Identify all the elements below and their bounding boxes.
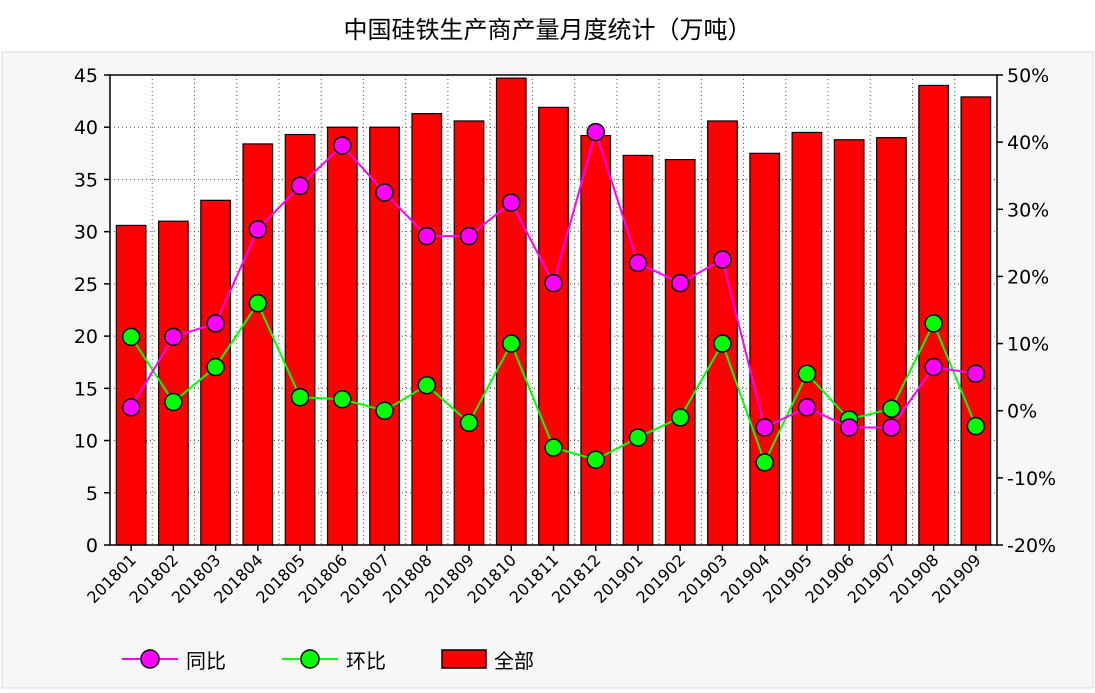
right-axis-tick-label: 0%	[1007, 401, 1037, 423]
point-mom	[375, 401, 394, 420]
bar-total	[495, 77, 527, 546]
point-mom	[586, 450, 605, 469]
legend-label-mom: 环比	[346, 648, 386, 673]
point-yoy	[839, 418, 859, 437]
bar-series	[115, 77, 992, 546]
bar-total	[411, 113, 443, 546]
left-axis-tick-label: 30	[74, 222, 98, 244]
point-yoy	[248, 220, 268, 239]
bar-total	[326, 126, 358, 546]
point-mom	[333, 390, 352, 409]
right-axis-tick-label: 40%	[1007, 132, 1049, 154]
left-axis-tick-label: 40	[74, 117, 98, 139]
legend-item-total: 全部	[440, 645, 534, 674]
bar-total	[115, 224, 147, 546]
left-axis-tick-label: 35	[74, 169, 98, 191]
point-mom	[924, 314, 943, 333]
point-yoy	[206, 314, 225, 333]
point-yoy	[290, 176, 310, 196]
point-mom	[459, 413, 479, 433]
point-yoy	[333, 136, 352, 155]
point-yoy	[628, 253, 648, 273]
point-mom	[164, 392, 183, 412]
point-yoy	[924, 357, 943, 377]
point-mom	[882, 399, 901, 418]
legend-item-yoy: 同比	[120, 645, 226, 674]
left-axis-tick-label: 25	[74, 274, 98, 296]
point-yoy	[966, 364, 986, 384]
bar-total	[284, 133, 316, 546]
point-mom	[628, 428, 648, 447]
left-axis-tick-label: 20	[74, 326, 98, 348]
line-series	[121, 122, 986, 472]
left-axis-tick-label: 0	[86, 535, 98, 557]
left-axis-tick-label: 15	[74, 378, 98, 400]
right-axis-tick-label: 50%	[1007, 65, 1049, 87]
point-yoy	[121, 398, 141, 417]
bar-total	[664, 159, 696, 546]
point-mom	[755, 453, 774, 472]
right-axis-tick-label: 30%	[1007, 199, 1049, 221]
point-mom	[670, 408, 690, 427]
point-yoy	[502, 193, 521, 212]
legend-label-yoy: 同比	[186, 648, 226, 673]
point-yoy	[164, 327, 183, 347]
point-yoy	[459, 226, 479, 246]
bar-total	[157, 220, 189, 546]
point-mom	[797, 364, 817, 384]
bar-total	[622, 154, 654, 546]
right-axis-tick-label: 10%	[1007, 334, 1049, 356]
point-mom	[966, 416, 986, 436]
bar-total	[960, 96, 992, 546]
point-mom	[121, 327, 141, 347]
left-axis-tick-label: 5	[86, 483, 98, 505]
legend-marker-total	[441, 649, 487, 669]
point-yoy	[417, 226, 437, 246]
point-mom	[417, 375, 437, 395]
bar-total	[242, 143, 274, 546]
left-axis-tick-label: 45	[74, 65, 98, 87]
right-axis-tick-label: -20%	[1007, 535, 1056, 557]
legend: 同比 环比 全部	[120, 642, 588, 676]
bar-total	[876, 137, 907, 546]
point-mom	[502, 334, 521, 353]
bar-total	[580, 134, 612, 546]
point-yoy	[375, 183, 394, 202]
point-yoy	[586, 122, 605, 142]
bar-total	[791, 131, 823, 546]
bar-total	[538, 106, 569, 546]
point-yoy	[670, 273, 690, 293]
bar-total	[833, 139, 865, 546]
point-mom	[713, 334, 732, 353]
point-mom	[544, 438, 563, 457]
point-yoy	[544, 273, 563, 293]
right-axis-tick-label: -10%	[1007, 468, 1056, 490]
chart-title: 中国硅铁生产商产量月度统计（万吨）	[343, 16, 752, 44]
left-axis-tick-label: 10	[74, 431, 98, 453]
point-mom	[248, 294, 268, 313]
point-mom	[206, 357, 225, 377]
point-mom	[290, 388, 310, 407]
right-axis-tick-label: 20%	[1007, 266, 1049, 288]
point-yoy	[755, 418, 774, 437]
bar-total	[749, 152, 781, 546]
point-yoy	[882, 418, 901, 437]
bar-total	[707, 120, 738, 546]
point-yoy	[797, 398, 817, 417]
bar-total	[453, 120, 485, 546]
legend-marker-yoy	[122, 649, 178, 669]
point-yoy	[713, 250, 732, 269]
legend-label-total: 全部	[494, 648, 534, 673]
legend-item-mom: 环比	[280, 645, 386, 674]
legend-marker-mom	[282, 649, 338, 669]
